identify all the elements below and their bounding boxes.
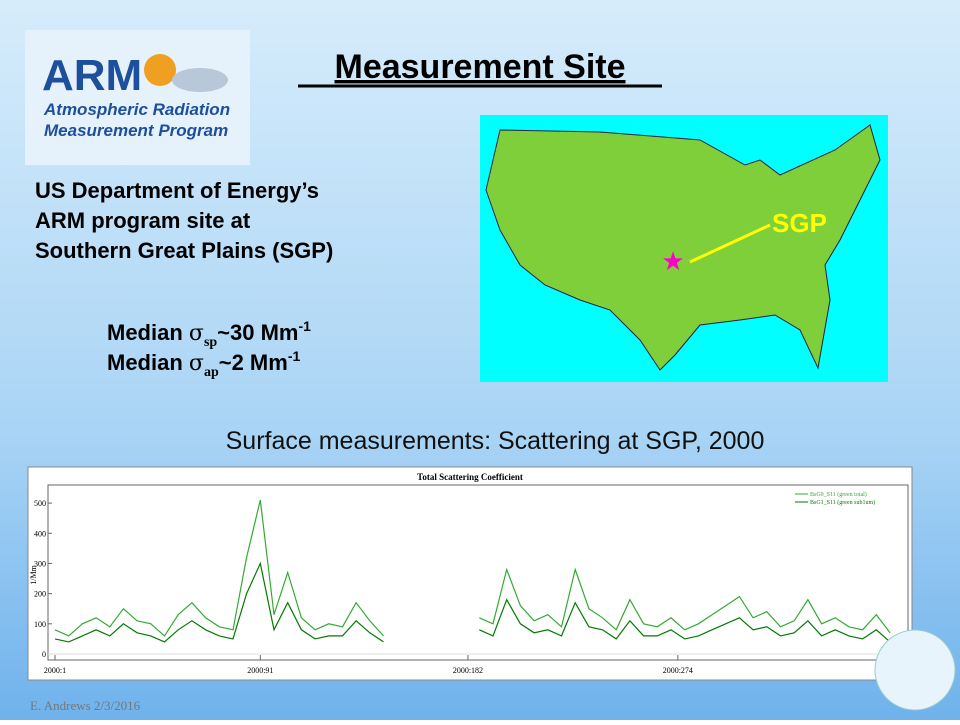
map-label: SGP	[772, 208, 827, 238]
logo-box	[25, 30, 250, 165]
median-sup: -1	[288, 348, 301, 364]
map-arrow	[689, 223, 771, 264]
median-symbol: σ	[189, 321, 204, 346]
series-line	[54, 561, 891, 643]
logo-sun	[144, 54, 176, 86]
plot-frame	[47, 484, 909, 661]
series-line	[54, 499, 891, 637]
median-sub: ap	[204, 365, 219, 380]
y-axis-label: 1/Mm	[29, 564, 38, 584]
chart-panel	[27, 466, 913, 681]
slide-title: Measurement Site	[335, 48, 626, 86]
x-tick-label: 2000:1	[44, 666, 66, 675]
logo-name: ARM	[42, 51, 142, 100]
logo-cloud	[172, 68, 228, 92]
median-sup: -1	[299, 318, 312, 334]
legend-label: BsG1_S11 (green sub1um)	[810, 499, 875, 506]
intro-line: Southern Great Plains (SGP)	[35, 238, 333, 263]
x-tick-label: 2000:182	[453, 666, 483, 675]
median-rest: ~2 Mm	[219, 350, 288, 375]
y-tick-label: 400	[34, 529, 46, 538]
y-tick-label: 100	[34, 620, 46, 629]
legend-label: BsG0_S11 (green total)	[810, 491, 867, 498]
footer: E. Andrews 2/3/2016	[30, 698, 141, 713]
median-line: Median σsp~30 Mm-1	[107, 318, 311, 350]
x-tick-label: 2000:91	[247, 666, 273, 675]
site-star: ★	[661, 246, 684, 276]
median-rest: ~30 Mm	[217, 320, 298, 345]
chart-title: Total Scattering Coefficient	[417, 472, 523, 482]
y-tick-label: 300	[34, 559, 46, 568]
median-word: Median	[107, 320, 189, 345]
median-sub: sp	[204, 335, 217, 350]
logo-text: Atmospheric Radiation	[43, 100, 230, 119]
x-tick-label: 2000:274	[663, 666, 693, 675]
us-map	[485, 124, 881, 371]
median-word: Median	[107, 350, 189, 375]
intro-line: ARM program site at	[35, 208, 251, 233]
intro-line: US Department of Energy’s	[35, 178, 319, 203]
median-symbol: σ	[189, 351, 204, 376]
y-tick-label: 500	[34, 499, 46, 508]
corner-logo	[874, 629, 956, 711]
y-tick-label: 0	[42, 650, 46, 659]
median-line: Median σap~2 Mm-1	[107, 348, 300, 380]
y-tick-label: 200	[34, 590, 46, 599]
logo-text: Measurement Program	[44, 121, 228, 140]
caption: Surface measurements: Scattering at SGP,…	[226, 427, 765, 455]
